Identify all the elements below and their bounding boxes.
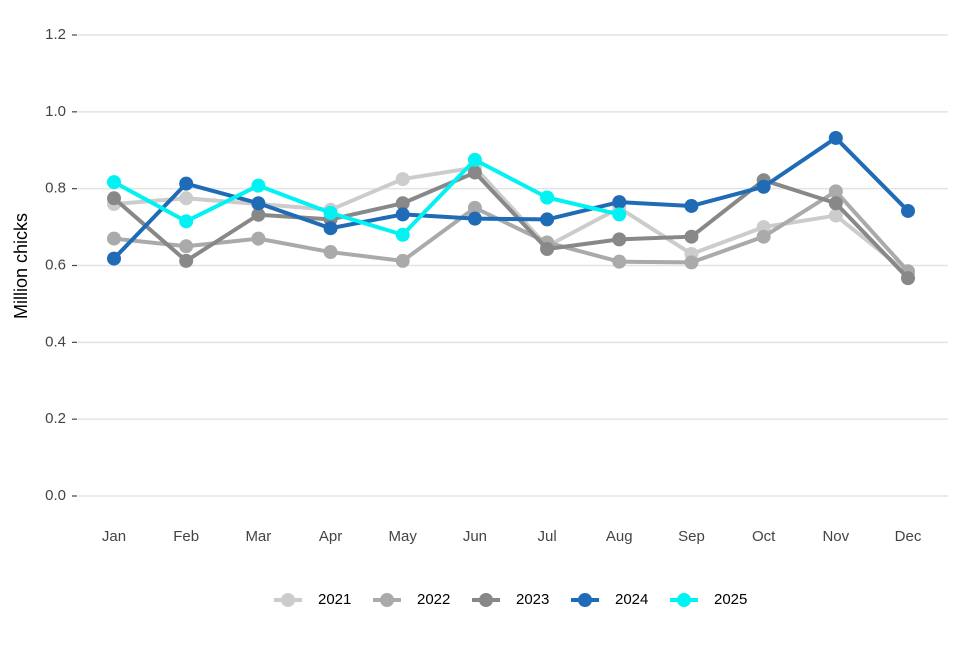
line xyxy=(113,165,910,275)
legend-item: 2025 xyxy=(670,591,747,608)
point xyxy=(612,232,627,247)
y-tick-label: 1.0 xyxy=(45,103,66,120)
point xyxy=(179,214,194,229)
legend-swatch-dot xyxy=(578,593,592,607)
legend-item: 2023 xyxy=(472,591,549,608)
line xyxy=(113,189,910,273)
point xyxy=(540,212,555,227)
point xyxy=(756,229,771,244)
y-tick-label: 0.2 xyxy=(45,410,66,427)
legend-swatch-dot xyxy=(281,593,295,607)
point xyxy=(684,229,699,244)
point xyxy=(684,198,699,213)
point xyxy=(756,220,771,235)
x-tick-label: Apr xyxy=(319,528,342,545)
point xyxy=(323,245,338,260)
point xyxy=(612,207,627,222)
point xyxy=(251,196,266,211)
point xyxy=(828,184,843,199)
point xyxy=(467,211,482,226)
point xyxy=(179,191,194,206)
point xyxy=(540,190,555,205)
x-tick-label: May xyxy=(389,528,418,545)
y-tick-label: 0.0 xyxy=(45,487,66,504)
legend-swatch-dot xyxy=(677,593,691,607)
x-tick-label: Sep xyxy=(678,528,705,545)
point xyxy=(251,231,266,246)
point xyxy=(179,239,194,254)
x-tick-label: Mar xyxy=(245,528,271,545)
y-tick-label: 0.6 xyxy=(45,256,66,273)
legend-item: 2021 xyxy=(274,591,351,608)
point xyxy=(107,191,121,206)
x-tick-label: Nov xyxy=(822,528,849,545)
point xyxy=(901,203,915,218)
series xyxy=(107,130,915,266)
line xyxy=(113,157,620,237)
point xyxy=(828,208,843,223)
legend-label: 2021 xyxy=(318,591,351,608)
legend-swatch-dot xyxy=(380,593,394,607)
point xyxy=(684,255,699,270)
point xyxy=(828,130,843,145)
series xyxy=(107,152,627,242)
legend-label: 2022 xyxy=(417,591,450,608)
point xyxy=(901,271,915,286)
x-tick-label: Dec xyxy=(895,528,922,545)
y-tick-label: 1.2 xyxy=(45,26,66,43)
point xyxy=(251,178,266,193)
x-tick-label: Jan xyxy=(102,528,126,545)
series xyxy=(107,165,915,286)
y-axis-label: Million chicks xyxy=(11,213,31,319)
point xyxy=(323,205,338,220)
point xyxy=(179,253,194,268)
series xyxy=(107,184,915,279)
point xyxy=(107,251,121,266)
point xyxy=(107,175,121,190)
x-tick-label: Feb xyxy=(173,528,199,545)
legend-label: 2025 xyxy=(714,591,747,608)
point xyxy=(323,221,338,236)
line xyxy=(112,135,910,260)
x-tick-label: Oct xyxy=(752,528,776,545)
point xyxy=(179,176,194,191)
point xyxy=(756,179,771,194)
legend-item: 2024 xyxy=(571,591,648,608)
point xyxy=(828,196,843,211)
point xyxy=(395,227,410,242)
point xyxy=(467,152,482,167)
legend-label: 2024 xyxy=(615,591,648,608)
y-tick-label: 0.4 xyxy=(45,333,66,350)
x-tick-label: Aug xyxy=(606,528,633,545)
point xyxy=(467,200,482,215)
point xyxy=(395,253,410,268)
point xyxy=(540,241,555,256)
point xyxy=(395,172,410,187)
point xyxy=(612,254,627,269)
point xyxy=(107,231,121,246)
y-tick-label: 0.8 xyxy=(45,180,66,197)
line xyxy=(112,170,910,280)
x-tick-label: Jun xyxy=(463,528,487,545)
point xyxy=(251,207,266,222)
legend-label: 2023 xyxy=(516,591,549,608)
legend-item: 2022 xyxy=(373,591,450,608)
point xyxy=(467,165,482,180)
point xyxy=(395,196,410,211)
point xyxy=(612,195,627,210)
x-tick-label: Jul xyxy=(537,528,556,545)
legend-swatch-dot xyxy=(479,593,493,607)
point xyxy=(395,207,410,222)
